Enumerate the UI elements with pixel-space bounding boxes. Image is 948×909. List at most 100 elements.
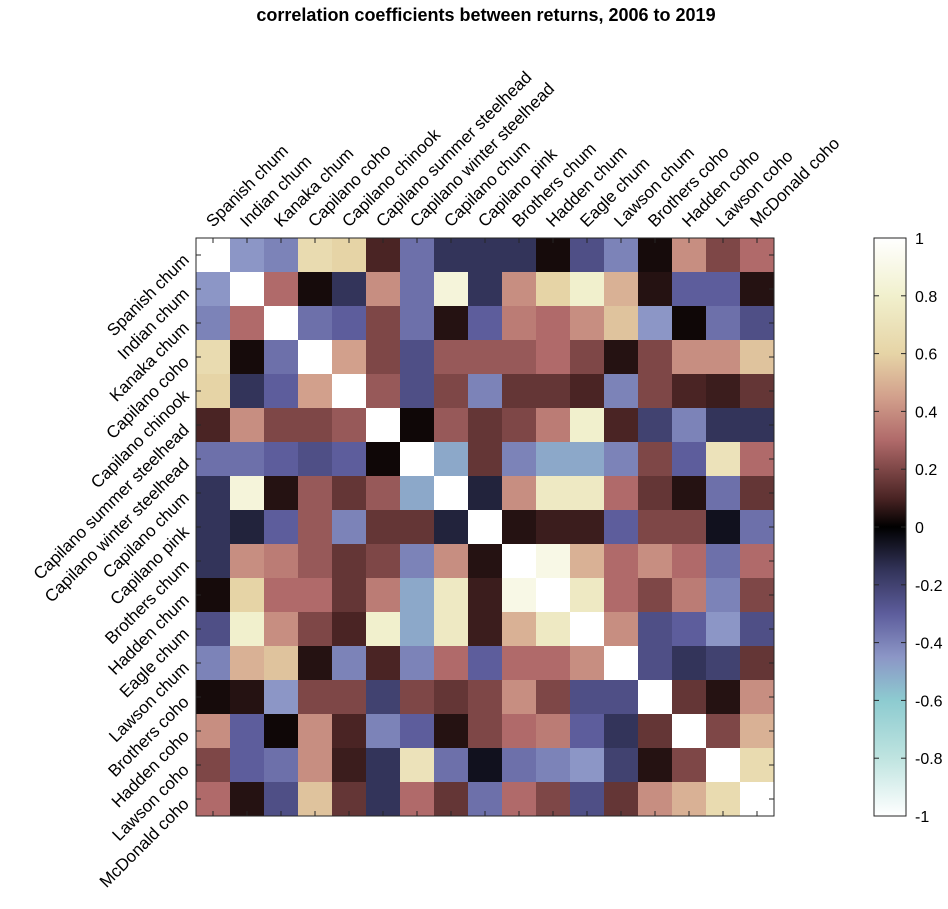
- heatmap-cell: [536, 476, 571, 511]
- heatmap-cell: [366, 748, 401, 783]
- heatmap-cell: [400, 306, 435, 341]
- heatmap-cell: [502, 374, 537, 409]
- heatmap-cell: [196, 714, 231, 749]
- heatmap-cell: [570, 306, 605, 341]
- heatmap-cell: [604, 782, 639, 817]
- heatmap-cell: [264, 442, 299, 477]
- heatmap-cell: [400, 442, 435, 477]
- heatmap-cell: [298, 272, 333, 307]
- heatmap-cell: [570, 782, 605, 817]
- heatmap-cell: [740, 510, 775, 545]
- heatmap-cell: [230, 442, 265, 477]
- heatmap-cell: [536, 714, 571, 749]
- heatmap-cell: [672, 476, 707, 511]
- heatmap-cell: [400, 680, 435, 715]
- heatmap-cell: [570, 680, 605, 715]
- heatmap-cell: [740, 238, 775, 273]
- heatmap-cell: [536, 340, 571, 375]
- heatmap-cell: [332, 578, 367, 613]
- heatmap-cell: [230, 680, 265, 715]
- heatmap-cell: [264, 510, 299, 545]
- heatmap-cell: [638, 578, 673, 613]
- heatmap-cell: [366, 612, 401, 647]
- heatmap-cell: [366, 340, 401, 375]
- heatmap-cell: [230, 408, 265, 443]
- heatmap-cell: [706, 646, 741, 681]
- colorbar-tick-label: 0: [915, 520, 924, 537]
- heatmap-cell: [672, 442, 707, 477]
- heatmap-cell: [502, 748, 537, 783]
- heatmap-cell: [468, 646, 503, 681]
- heatmap-cell: [604, 646, 639, 681]
- heatmap-cell: [570, 476, 605, 511]
- heatmap-cell: [468, 408, 503, 443]
- heatmap-cell: [570, 272, 605, 307]
- heatmap-cell: [366, 544, 401, 579]
- heatmap-cell: [638, 782, 673, 817]
- heatmap-cell: [706, 510, 741, 545]
- heatmap-cell: [706, 340, 741, 375]
- colorbar-tick-label: -0.8: [915, 751, 943, 768]
- heatmap-cell: [638, 748, 673, 783]
- heatmap-cell: [604, 544, 639, 579]
- heatmap-cell: [366, 272, 401, 307]
- colorbar-tick-label: 0.4: [915, 404, 937, 421]
- heatmap-cell: [196, 476, 231, 511]
- heatmap-cell: [502, 408, 537, 443]
- heatmap-cell: [502, 612, 537, 647]
- heatmap-cell: [502, 680, 537, 715]
- heatmap-cell: [434, 374, 469, 409]
- heatmap-cell: [740, 782, 775, 817]
- heatmap-cell: [400, 646, 435, 681]
- heatmap-cell: [332, 646, 367, 681]
- heatmap-cell: [672, 748, 707, 783]
- heatmap-cell: [298, 578, 333, 613]
- heatmap-cell: [366, 510, 401, 545]
- heatmap-cell: [672, 544, 707, 579]
- heatmap-cell: [604, 306, 639, 341]
- heatmap-cell: [230, 714, 265, 749]
- heatmap-cell: [740, 442, 775, 477]
- heatmap-cell: [264, 408, 299, 443]
- heatmap-cell: [196, 680, 231, 715]
- heatmap-cell: [230, 374, 265, 409]
- heatmap-cell: [638, 714, 673, 749]
- heatmap-cell: [740, 612, 775, 647]
- heatmap-cell: [638, 306, 673, 341]
- heatmap-cell: [468, 748, 503, 783]
- heatmap-cell: [264, 476, 299, 511]
- heatmap-cell: [706, 272, 741, 307]
- heatmap-cell: [400, 782, 435, 817]
- heatmap-cell: [638, 408, 673, 443]
- heatmap-cell: [604, 748, 639, 783]
- heatmap-cell: [264, 782, 299, 817]
- heatmap-cell: [434, 544, 469, 579]
- heatmap-cell: [332, 544, 367, 579]
- heatmap-cell: [264, 612, 299, 647]
- heatmap-cell: [230, 578, 265, 613]
- heatmap-cell: [196, 306, 231, 341]
- heatmap-cell: [502, 476, 537, 511]
- heatmap-cell: [706, 680, 741, 715]
- heatmap-cell: [570, 544, 605, 579]
- heatmap-cell: [604, 578, 639, 613]
- heatmap-cell: [536, 238, 571, 273]
- colorbar-tick-label: -0.6: [915, 693, 943, 710]
- heatmap-cell: [434, 476, 469, 511]
- heatmap-cell: [298, 680, 333, 715]
- heatmap-cell: [638, 646, 673, 681]
- heatmap-cell: [468, 306, 503, 341]
- heatmap-cell: [400, 510, 435, 545]
- heatmap-cell: [332, 476, 367, 511]
- heatmap-cell: [672, 782, 707, 817]
- heatmap-cell: [332, 442, 367, 477]
- heatmap-cell: [638, 680, 673, 715]
- heatmap-cell: [264, 714, 299, 749]
- heatmap-cells: [196, 238, 775, 817]
- heatmap-cell: [468, 714, 503, 749]
- colorbar-tick-label: -1: [915, 809, 929, 826]
- colorbar-tick-label: 0.6: [915, 347, 937, 364]
- heatmap-cell: [196, 340, 231, 375]
- heatmap-cell: [468, 612, 503, 647]
